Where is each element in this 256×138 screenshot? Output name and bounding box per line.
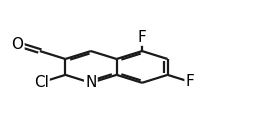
Text: O: O: [12, 37, 24, 52]
Text: F: F: [138, 30, 146, 45]
Text: Cl: Cl: [34, 75, 49, 90]
Text: F: F: [186, 74, 194, 89]
Text: N: N: [85, 75, 97, 90]
